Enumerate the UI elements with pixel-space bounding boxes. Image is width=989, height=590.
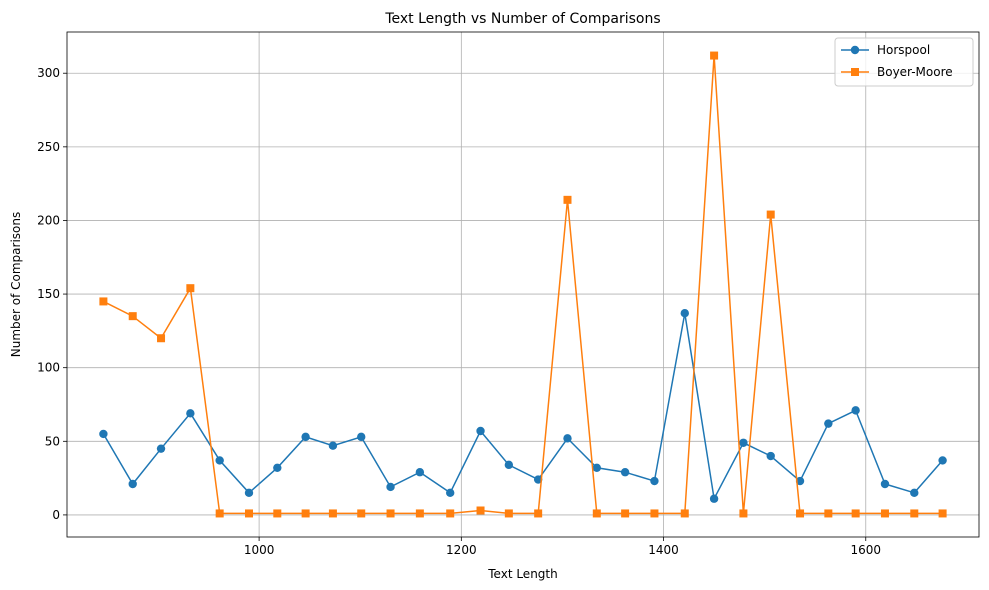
- point-horspool-10: [386, 482, 395, 492]
- point-horspool-2: [156, 444, 166, 453]
- y-tick-label-2: 100: [37, 361, 60, 375]
- point-horspool-8: [328, 441, 338, 450]
- point-horspool-0: [99, 429, 108, 439]
- point-boyer-moore-20: [680, 509, 689, 518]
- y-tick-label-5: 250: [37, 140, 60, 154]
- point-horspool-18: [620, 468, 630, 477]
- series-line-boyer-moore: [103, 55, 943, 515]
- point-horspool-4: [215, 456, 224, 465]
- point-boyer-moore-2: [157, 334, 166, 343]
- point-boyer-moore-25: [824, 509, 833, 518]
- point-horspool-6: [273, 463, 282, 473]
- point-boyer-moore-19: [650, 509, 659, 518]
- point-horspool-15: [533, 475, 543, 484]
- point-boyer-moore-1: [128, 312, 137, 321]
- legend-marker-boyer-moore: [851, 68, 859, 76]
- point-boyer-moore-11: [415, 509, 424, 518]
- point-horspool-9: [357, 432, 366, 442]
- point-boyer-moore-7: [301, 509, 310, 518]
- legend: Horspool Boyer-Moore: [834, 37, 974, 87]
- y-tick-label-6: 300: [37, 66, 60, 80]
- y-tick-label-4: 200: [37, 213, 60, 227]
- point-boyer-moore-28: [910, 509, 919, 518]
- point-boyer-moore-4: [215, 509, 224, 518]
- point-boyer-moore-27: [880, 509, 889, 518]
- y-tick-label-1: 50: [45, 434, 60, 448]
- ticks: 1000 1200 1400 1600 0 50 100 150 200 250 300: [37, 66, 881, 557]
- point-boyer-moore-22: [739, 509, 748, 518]
- point-boyer-moore-24: [796, 509, 805, 518]
- point-boyer-moore-16: [563, 195, 572, 204]
- point-boyer-moore-12: [446, 509, 455, 518]
- point-boyer-moore-6: [273, 509, 282, 518]
- point-horspool-27: [880, 479, 890, 489]
- point-boyer-moore-9: [357, 509, 366, 518]
- chart-title: Text Length vs Number of Comparisons: [384, 11, 660, 27]
- point-horspool-23: [766, 451, 775, 461]
- point-horspool-1: [128, 479, 137, 489]
- legend-marker-horspool: [850, 45, 860, 55]
- point-boyer-moore-5: [244, 509, 253, 518]
- point-horspool-13: [476, 426, 485, 436]
- point-boyer-moore-29: [938, 509, 947, 518]
- point-boyer-moore-13: [476, 506, 485, 515]
- point-boyer-moore-14: [504, 509, 513, 518]
- point-horspool-22: [739, 438, 748, 447]
- point-boyer-moore-26: [851, 509, 860, 518]
- point-boyer-moore-0: [99, 297, 108, 306]
- point-horspool-12: [446, 488, 455, 498]
- y-tick-label-3: 150: [37, 287, 60, 301]
- legend-box: [834, 37, 974, 87]
- point-horspool-19: [650, 476, 659, 486]
- point-horspool-21: [709, 494, 719, 503]
- point-horspool-7: [301, 432, 310, 442]
- point-boyer-moore-21: [710, 51, 719, 60]
- point-horspool-11: [415, 468, 425, 477]
- point-horspool-20: [680, 309, 689, 318]
- point-horspool-3: [186, 409, 195, 418]
- x-axis-label: Text Length: [487, 567, 557, 581]
- series-layer: [99, 51, 947, 518]
- point-horspool-26: [851, 406, 860, 415]
- plot-frame: [66, 31, 980, 538]
- point-horspool-16: [563, 434, 572, 443]
- point-boyer-moore-23: [766, 210, 775, 219]
- x-tick-label-3: 1600: [850, 543, 881, 557]
- y-axis-label: Number of Comparisons: [9, 212, 23, 358]
- point-horspool-14: [504, 460, 514, 470]
- legend-label-horspool: Horspool: [877, 43, 930, 57]
- y-tick-label-0: 0: [52, 508, 60, 522]
- x-tick-label-1: 1200: [446, 543, 477, 557]
- series-line-horspool: [102, 313, 944, 502]
- point-horspool-5: [244, 488, 254, 498]
- x-tick-label-2: 1400: [648, 543, 679, 557]
- point-boyer-moore-17: [592, 509, 601, 518]
- point-boyer-moore-18: [621, 509, 630, 518]
- point-horspool-17: [592, 463, 602, 473]
- point-horspool-28: [910, 488, 919, 498]
- point-horspool-29: [938, 456, 947, 465]
- legend-label-boyer-moore: Boyer-Moore: [877, 65, 953, 79]
- point-horspool-25: [824, 419, 833, 428]
- point-boyer-moore-3: [186, 284, 195, 293]
- point-boyer-moore-15: [534, 509, 543, 518]
- x-tick-label-0: 1000: [244, 543, 275, 557]
- point-horspool-24: [795, 476, 805, 486]
- point-boyer-moore-10: [386, 509, 395, 518]
- point-boyer-moore-8: [328, 509, 337, 518]
